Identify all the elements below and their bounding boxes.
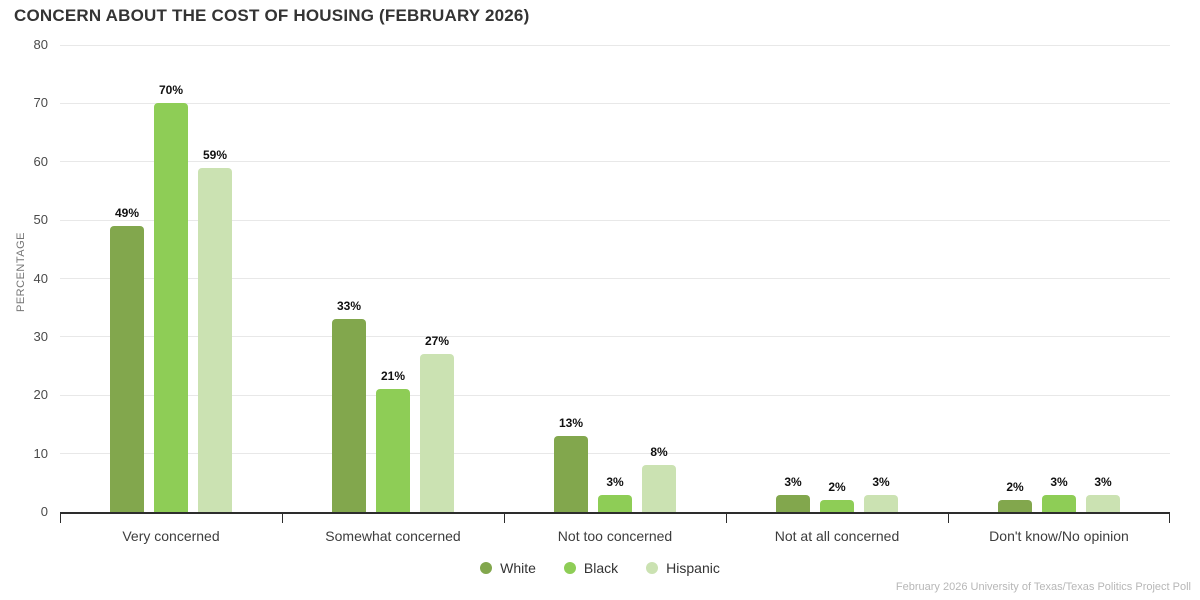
axis-tick — [726, 514, 727, 523]
bar-white-1 — [110, 225, 144, 512]
y-axis-tick-label: 20 — [33, 387, 48, 403]
legend-swatch-icon — [646, 562, 659, 574]
grid-line — [60, 394, 1170, 396]
bar-hispanic-5 — [1086, 494, 1120, 512]
bar-value-label: 3% — [872, 474, 890, 489]
axis-tick — [1169, 514, 1170, 523]
y-axis-tick-label: 80 — [33, 37, 48, 52]
bar-black-4 — [820, 500, 854, 512]
x-axis-category-label: Somewhat concerned — [325, 528, 461, 544]
bar-value-label: 49% — [114, 205, 140, 220]
x-axis-category-label: Not at all concerned — [774, 528, 900, 544]
bar-value-label: 13% — [558, 416, 584, 431]
y-axis-tick-label: 10 — [33, 445, 48, 461]
grid-line — [60, 44, 1170, 46]
bar-value-label: 59% — [202, 147, 228, 162]
bar-value-label: 3% — [1094, 474, 1112, 489]
bar-value-label: 3% — [606, 474, 624, 489]
x-axis-category-label: Not too concerned — [557, 528, 673, 544]
bar-value-label: 33% — [336, 299, 362, 314]
grid-line — [60, 278, 1170, 279]
bar-black-5 — [1042, 494, 1076, 512]
bar-hispanic-2 — [420, 354, 454, 512]
grid-line — [60, 219, 1170, 221]
bar-value-label: 8% — [650, 445, 668, 460]
legend-swatch-icon — [563, 562, 576, 574]
bar-value-label: 2% — [1006, 480, 1024, 495]
bar-hispanic-1 — [198, 167, 232, 512]
bar-value-label: 3% — [1050, 474, 1068, 489]
bar-black-3 — [598, 494, 632, 512]
axis-tick — [504, 514, 505, 523]
bar-black-2 — [376, 389, 410, 512]
bar-value-label: 3% — [784, 474, 802, 489]
bar-value-label: 27% — [424, 334, 450, 349]
legend-label: White — [500, 560, 536, 576]
bar-hispanic-3 — [642, 465, 676, 512]
axis-tick — [948, 514, 949, 523]
y-axis-tick-label: 60 — [33, 153, 48, 169]
x-axis-category-label: Don't know/No opinion — [989, 528, 1129, 544]
x-axis-category-label: Very concerned — [122, 528, 220, 544]
bar-hispanic-4 — [864, 494, 898, 512]
chart-title: CONCERN ABOUT THE COST OF HOUSING (FEBRU… — [14, 6, 530, 25]
plot-area: 0 10 20 30 40 50 60 70 80 Very concerned 49% 70% 59%… — [34, 37, 1170, 544]
y-axis-tick-label: 30 — [33, 328, 48, 344]
y-axis-tick-label: 70 — [33, 95, 48, 111]
bar-white-5 — [998, 500, 1032, 512]
grid-line — [60, 161, 1170, 163]
bar-value-label: 21% — [380, 369, 406, 384]
bar-value-label: 2% — [828, 480, 846, 495]
legend-item-hispanic: Hispanic — [646, 560, 720, 576]
legend: White Black Hispanic — [0, 560, 1200, 576]
legend-label: Black — [583, 560, 619, 576]
source-attribution: February 2026 University of Texas/Texas … — [895, 581, 1191, 593]
legend-item-black: Black — [563, 560, 619, 576]
grid-line — [60, 102, 1170, 104]
bar-white-2 — [332, 319, 366, 512]
axis-tick — [60, 514, 61, 523]
grid-line — [60, 336, 1170, 338]
axis-tick — [282, 514, 283, 523]
legend-label: Hispanic — [666, 560, 720, 576]
bar-black-1 — [154, 103, 188, 512]
y-axis-tick-label: 0 — [40, 504, 48, 519]
bar-white-4 — [776, 494, 810, 512]
legend-swatch-icon — [480, 562, 493, 574]
y-axis-tick-label: 50 — [33, 212, 48, 228]
grid-line — [60, 453, 1170, 455]
legend-item-white: White — [480, 560, 536, 576]
y-axis-tick-label: 40 — [33, 270, 48, 286]
bar-value-label: 70% — [158, 83, 184, 98]
bar-white-3 — [554, 436, 588, 512]
